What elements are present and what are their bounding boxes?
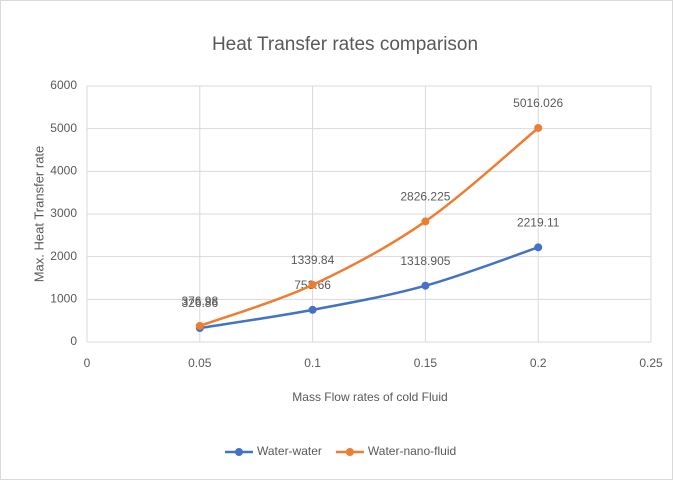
data-label: 2219.11 <box>517 215 560 229</box>
x-tick-label: 0.25 <box>639 356 663 370</box>
data-point <box>421 217 430 226</box>
y-tick-label: 2000 <box>50 249 77 263</box>
data-point <box>534 243 543 252</box>
y-axis-label: Max. Heat Transfer rate <box>31 146 46 283</box>
data-point <box>534 123 543 132</box>
y-tick-label: 1000 <box>50 292 77 306</box>
series-line <box>199 246 539 330</box>
legend-marker <box>345 448 354 456</box>
data-label: 326.86 <box>181 296 218 310</box>
series-line <box>199 127 539 328</box>
x-tick-label: 0 <box>84 356 91 370</box>
data-label: 5016.026 <box>513 96 563 110</box>
chart-title: Heat Transfer rates comparison <box>212 34 478 55</box>
legend-label: Water-nano-fluid <box>368 444 456 458</box>
legend-marker <box>235 448 243 456</box>
y-tick-label: 3000 <box>50 206 77 220</box>
x-tick-label: 0.2 <box>530 356 547 370</box>
y-tick-label: 0 <box>70 334 77 348</box>
data-label: 1339.84 <box>291 253 335 267</box>
data-point <box>195 321 204 330</box>
x-axis-label: Mass Flow rates of cold Fluid <box>292 390 447 404</box>
data-point <box>308 280 317 289</box>
data-label: 2826.225 <box>400 190 450 204</box>
data-label: 1318.905 <box>400 254 450 268</box>
y-tick-label: 6000 <box>50 78 77 92</box>
data-point <box>421 281 430 290</box>
legend-label: Water-water <box>257 444 322 458</box>
y-tick-label: 5000 <box>50 121 77 135</box>
x-tick-label: 0.1 <box>304 356 321 370</box>
data-point <box>308 305 317 314</box>
x-tick-label: 0.05 <box>188 356 212 370</box>
y-tick-label: 4000 <box>50 164 77 178</box>
x-tick-label: 0.15 <box>414 356 438 370</box>
data-label: 376.98 <box>181 294 218 308</box>
